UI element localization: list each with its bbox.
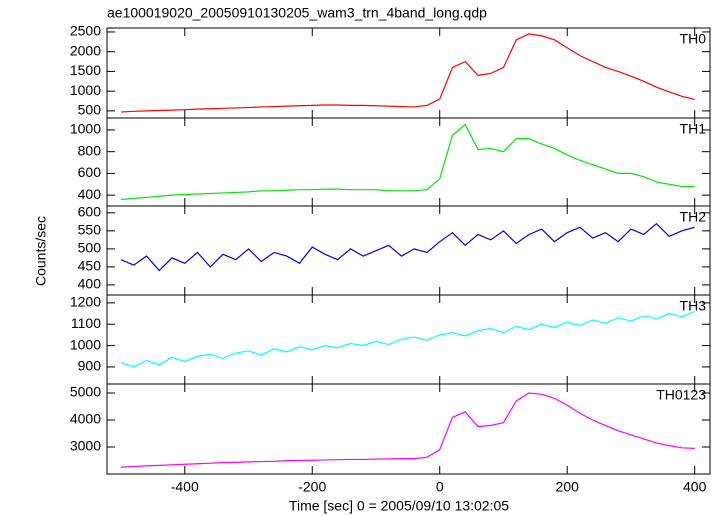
x-tick-label: 400 bbox=[683, 479, 707, 495]
y-tick-label: 1200 bbox=[70, 294, 101, 310]
panel-label: TH0123 bbox=[656, 387, 706, 403]
y-tick-label: 5000 bbox=[70, 384, 101, 400]
y-tick-label: 600 bbox=[78, 164, 102, 180]
x-tick-label: 200 bbox=[556, 479, 580, 495]
x-tick-label: -200 bbox=[298, 479, 326, 495]
light-curve bbox=[120, 33, 695, 113]
y-tick-label: 900 bbox=[78, 358, 102, 374]
y-tick-label: 4000 bbox=[70, 411, 101, 427]
light-curve bbox=[120, 222, 695, 272]
y-tick-label: 450 bbox=[78, 258, 102, 274]
y-tick-label: 1000 bbox=[70, 82, 101, 98]
x-tick-label: 0 bbox=[436, 479, 444, 495]
y-tick-label: 2500 bbox=[70, 23, 101, 39]
y-tick-label: 1000 bbox=[70, 121, 101, 137]
light-curve bbox=[120, 310, 695, 368]
panel-frame bbox=[106, 27, 711, 119]
x-tick-label: -400 bbox=[171, 479, 199, 495]
panel-frame bbox=[106, 383, 711, 475]
chart-title: ae100019020_20050910130205_wam3_trn_4ban… bbox=[107, 5, 487, 21]
light-curve bbox=[120, 392, 695, 468]
y-axis-label: Counts/sec bbox=[33, 216, 49, 286]
y-tick-label: 800 bbox=[78, 142, 102, 158]
y-tick-label: 1100 bbox=[71, 315, 101, 331]
y-tick-label: 2000 bbox=[70, 42, 101, 58]
y-tick-label: 400 bbox=[78, 276, 102, 292]
panel-label: TH0 bbox=[680, 31, 707, 47]
panel-label: TH1 bbox=[680, 121, 707, 137]
panel-label: TH2 bbox=[680, 209, 707, 225]
y-tick-label: 550 bbox=[78, 222, 102, 238]
y-tick-label: 500 bbox=[78, 102, 102, 118]
panel-label: TH3 bbox=[680, 298, 707, 314]
light-curve bbox=[120, 123, 695, 201]
y-tick-label: 3000 bbox=[70, 438, 101, 454]
y-tick-label: 400 bbox=[78, 186, 102, 202]
panel-frame bbox=[106, 205, 711, 296]
panel-frame bbox=[106, 117, 711, 207]
y-tick-label: 500 bbox=[78, 240, 102, 256]
y-tick-label: 600 bbox=[78, 204, 102, 220]
y-tick-label: 1500 bbox=[70, 62, 101, 78]
y-tick-label: 1000 bbox=[70, 336, 101, 352]
x-axis-label: Time [sec] 0 = 2005/09/10 13:02:05 bbox=[289, 498, 509, 514]
panel-frame bbox=[106, 294, 711, 385]
